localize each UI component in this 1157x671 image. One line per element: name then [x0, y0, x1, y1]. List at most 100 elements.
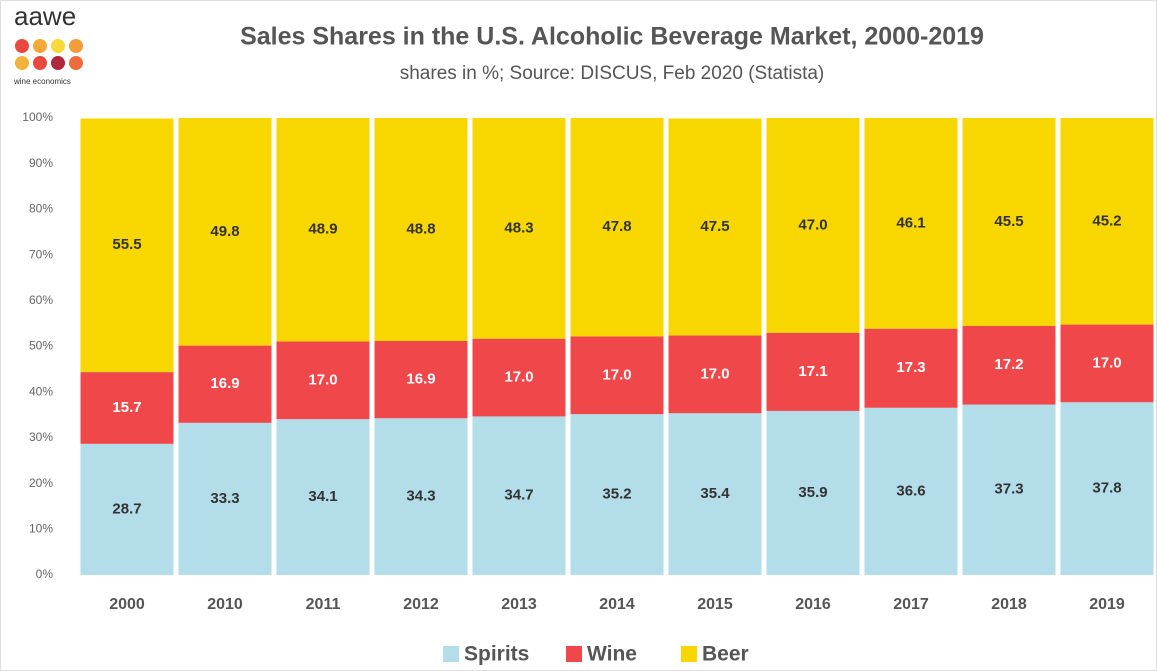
bar-segment: [1060, 118, 1154, 325]
logo-dot: [69, 39, 83, 53]
data-label: 48.9: [308, 221, 337, 238]
y-tick-label: 90%: [29, 156, 53, 170]
logo-dot: [51, 39, 65, 53]
bar-segment: [864, 407, 958, 575]
logo: aawe wine economics: [13, 1, 83, 86]
bar-segment: [374, 118, 468, 342]
bar-segment: [766, 118, 860, 333]
logo-dot: [15, 56, 29, 70]
bar-segment: [766, 332, 860, 411]
y-tick-label: 10%: [29, 521, 53, 535]
data-label: 35.2: [602, 486, 631, 503]
data-label: 36.6: [896, 482, 925, 499]
logo-dot: [69, 56, 83, 70]
data-label: 17.2: [994, 356, 1023, 373]
legend-label: Wine: [587, 643, 637, 666]
data-label: 33.3: [210, 490, 239, 507]
x-tick-label: 2019: [1089, 596, 1125, 613]
data-label: 34.1: [308, 488, 337, 505]
y-tick-label: 0%: [36, 567, 54, 581]
bar-segment: [1060, 324, 1154, 403]
x-tick-label: 2011: [306, 596, 341, 613]
bar-segment: [276, 419, 370, 575]
data-label: 17.1: [798, 363, 827, 380]
data-label: 15.7: [112, 399, 141, 416]
data-label: 55.5: [112, 236, 141, 253]
legend-swatch: [443, 646, 459, 662]
data-label: 17.0: [308, 371, 337, 388]
logo-dot: [51, 56, 65, 70]
y-tick-label: 70%: [29, 247, 53, 261]
data-label: 37.8: [1092, 480, 1121, 497]
bar-segment: [80, 443, 174, 575]
bar-segment: [80, 372, 174, 444]
bar-segment: [570, 336, 664, 415]
data-label: 46.1: [896, 214, 925, 231]
data-label: 17.0: [1092, 354, 1121, 371]
bar-segment: [276, 118, 370, 342]
bar-segment: [962, 404, 1056, 575]
data-label: 37.3: [994, 481, 1023, 498]
x-tick-label: 2016: [795, 596, 831, 613]
bar-segment: [570, 118, 664, 337]
logo-dot: [15, 39, 29, 53]
y-tick-label: 50%: [29, 339, 53, 353]
data-label: 34.7: [504, 487, 533, 504]
data-label: 16.9: [210, 375, 239, 392]
bar-segment: [178, 345, 272, 423]
bar-segment: [178, 422, 272, 575]
logo-dot: [33, 39, 47, 53]
data-label: 17.0: [602, 366, 631, 383]
data-label: 47.5: [700, 218, 729, 235]
bar-segment: [668, 413, 762, 575]
bar-segment: [668, 335, 762, 414]
legend-swatch: [681, 646, 697, 662]
logo-name: aawe: [14, 1, 76, 31]
data-label: 16.9: [406, 371, 435, 388]
logo-tagline: wine economics: [13, 77, 71, 86]
chart-title: Sales Shares in the U.S. Alcoholic Bever…: [240, 23, 984, 51]
y-tick-label: 40%: [29, 384, 53, 398]
bar-segment: [766, 410, 860, 575]
y-tick-label: 20%: [29, 476, 53, 490]
y-tick-label: 60%: [29, 293, 53, 307]
bar-segment: [472, 416, 566, 575]
data-label: 35.9: [798, 484, 827, 501]
logo-dot: [33, 56, 47, 70]
x-tick-label: 2017: [893, 596, 929, 613]
y-tick-label: 30%: [29, 430, 53, 444]
data-label: 28.7: [112, 500, 141, 517]
data-label: 47.0: [798, 216, 827, 233]
x-tick-label: 2010: [207, 596, 243, 613]
bar-segment: [472, 338, 566, 417]
bar-segment: [276, 341, 370, 420]
chart-subtitle: shares in %; Source: DISCUS, Feb 2020 (S…: [400, 63, 825, 84]
bar-segment: [864, 118, 958, 329]
data-label: 34.3: [406, 488, 435, 505]
legend-label: Spirits: [464, 643, 529, 666]
data-label: 17.3: [896, 359, 925, 376]
x-tick-label: 2014: [599, 596, 635, 613]
legend-swatch: [566, 646, 582, 662]
data-label: 48.3: [504, 219, 533, 236]
legend-label: Beer: [702, 643, 749, 666]
bar-segment: [668, 118, 762, 336]
y-tick-label: 100%: [22, 110, 53, 124]
data-label: 17.0: [700, 365, 729, 382]
data-label: 45.2: [1092, 212, 1121, 229]
bar-segment: [864, 328, 958, 408]
x-tick-label: 2013: [501, 596, 537, 613]
x-tick-label: 2015: [697, 596, 733, 613]
bar-segment: [178, 118, 272, 346]
data-label: 17.0: [504, 369, 533, 386]
data-label: 49.8: [210, 223, 239, 240]
x-tick-label: 2012: [403, 596, 439, 613]
bar-segment: [1060, 402, 1154, 575]
bar-segment: [962, 118, 1056, 326]
y-tick-label: 80%: [29, 202, 53, 216]
bar-segment: [962, 325, 1056, 405]
data-label: 35.4: [700, 485, 730, 502]
data-label: 47.8: [602, 218, 631, 235]
